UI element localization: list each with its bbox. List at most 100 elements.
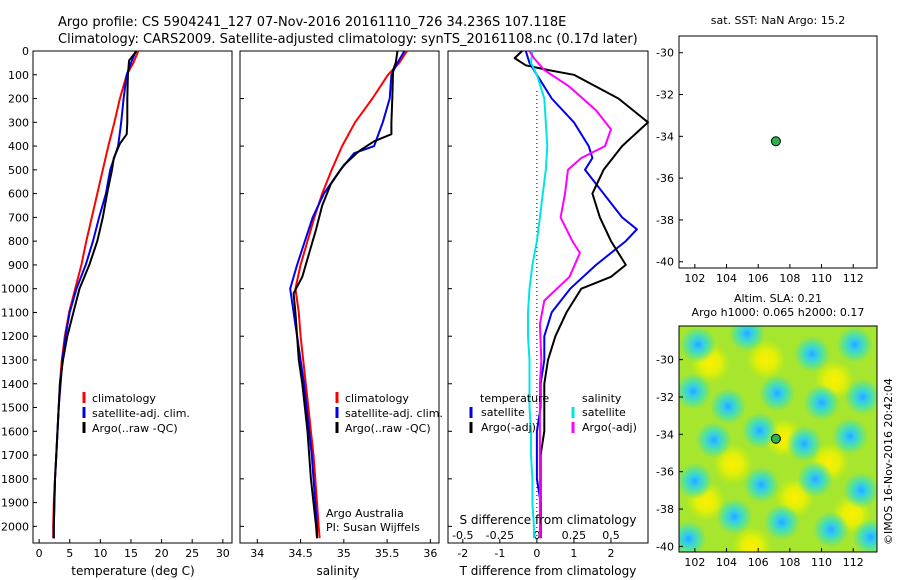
map-frame xyxy=(678,325,878,553)
y-tick-label: 500 xyxy=(8,164,29,177)
y-tick-label: 1300 xyxy=(1,354,29,367)
salinity-xlabel: salinity xyxy=(316,564,359,578)
x-tick-label: 36 xyxy=(423,547,437,560)
cold-eddy xyxy=(786,425,823,462)
series-line-argo-raw-qc- xyxy=(52,50,138,539)
sst-map-panel: 102 104 106 108 110 112 -30 -32 -34 -36 -38 -40 xyxy=(656,35,878,285)
cold-eddy xyxy=(813,511,850,548)
temperature-legend: climatology satellite-adj. clim. Argo(..… xyxy=(82,392,190,435)
sla-map-title-1: Altim. SLA: 0.21 xyxy=(734,292,822,305)
x-tick-label: 34 xyxy=(250,547,264,560)
x-tick-label: 112 xyxy=(843,556,864,569)
x-tick-label: -1 xyxy=(494,547,505,560)
y-tick-label: 200 xyxy=(8,93,29,106)
cold-eddy xyxy=(797,461,834,498)
argo-float-marker xyxy=(770,433,781,444)
legend-label-argo: Argo(..raw -QC) xyxy=(92,422,178,435)
cold-eddy xyxy=(679,520,707,552)
y-tick-label: -38 xyxy=(656,503,674,516)
salinity-profile-panel: 34 34.5 35 35.5 36 xyxy=(239,50,440,560)
y-tick-label: 1100 xyxy=(1,306,29,319)
x-tick-label: 10 xyxy=(93,547,107,560)
legend-label-satellite: satellite-adj. clim. xyxy=(345,407,443,420)
legend-label-argo: Argo(..raw -QC) xyxy=(345,422,431,435)
y-tick-label: -30 xyxy=(656,47,674,60)
x-tick-label: 112 xyxy=(843,272,864,285)
y-tick-label: -40 xyxy=(656,540,674,553)
y-tick-label: -32 xyxy=(656,391,674,404)
imos-watermark: ©IMOS 16-Nov-2016 20:42:04 xyxy=(882,378,895,545)
sla-heatmap xyxy=(679,326,877,552)
argo-float-marker xyxy=(770,136,781,147)
y-tick-label: 900 xyxy=(8,259,29,272)
x-tick-label: 110 xyxy=(811,556,832,569)
legend-title-temperature: temperature xyxy=(480,392,549,405)
y-tick-label: 600 xyxy=(8,188,29,201)
y-tick-label: 1800 xyxy=(1,473,29,486)
cold-eddy xyxy=(852,519,877,552)
y-tick-label: 1900 xyxy=(1,497,29,510)
x-tick-label: 0 xyxy=(36,547,43,560)
x-tick-label: 110 xyxy=(811,272,832,285)
x2-tick-label: 0.25 xyxy=(562,529,587,542)
cold-eddy xyxy=(843,472,877,509)
series-line-argo-raw-qc- xyxy=(292,50,399,539)
legend-title-salinity: salinity xyxy=(582,392,622,405)
y-tick-label: -30 xyxy=(656,354,674,367)
x-tick-label: 108 xyxy=(779,556,800,569)
cold-eddy xyxy=(741,412,778,449)
pi-annotation: PI: Susan Wijffels xyxy=(326,521,420,534)
legend-label-satellite: satellite-adj. clim. xyxy=(92,407,190,420)
cold-eddy xyxy=(716,498,753,535)
x-tick-label: 2 xyxy=(607,547,614,560)
series-line-salinity-argo-adj- xyxy=(528,50,612,539)
sst-map-title: sat. SST: NaN Argo: 15.2 xyxy=(711,14,845,27)
argo-australia-annotation: Argo Australia xyxy=(326,507,404,520)
y-tick-label: -36 xyxy=(656,172,674,185)
x-tick-label: 104 xyxy=(716,556,737,569)
y-tick-label: 1500 xyxy=(1,402,29,415)
y-tick-label: -34 xyxy=(656,428,674,441)
y-tick-label: 400 xyxy=(8,140,29,153)
y-tick-label: -32 xyxy=(656,89,674,102)
x-tick-label: 20 xyxy=(155,547,169,560)
x-tick-label: 35.5 xyxy=(375,547,400,560)
temperature-xlabel: temperature (deg C) xyxy=(71,564,194,578)
t-diff-xlabel: T difference from climatology xyxy=(459,564,637,578)
cold-eddy xyxy=(763,504,800,541)
y-tick-label: 100 xyxy=(8,69,29,82)
legend-label-t-argo: Argo(-adj) xyxy=(481,421,536,434)
cold-eddy xyxy=(759,375,796,412)
x-tick-label: 102 xyxy=(684,556,705,569)
y-tick-label: 1200 xyxy=(1,330,29,343)
header-line-2: Climatology: CARS2009. Satellite-adjuste… xyxy=(58,32,638,47)
y-tick-label: 1400 xyxy=(1,378,29,391)
cold-eddy xyxy=(743,466,780,503)
cold-eddy xyxy=(844,378,877,415)
s-diff-xlabel: S difference from climatology xyxy=(460,513,637,527)
x-tick-label: 102 xyxy=(684,272,705,285)
x-tick-label: 1 xyxy=(570,547,577,560)
y-tick-label: 0 xyxy=(22,45,29,58)
cold-eddy xyxy=(729,326,766,352)
y-tick-label: -34 xyxy=(656,130,674,143)
x-tick-label: 104 xyxy=(716,272,737,285)
x-tick-label: 34.5 xyxy=(288,547,313,560)
x-tick-label: 106 xyxy=(748,272,769,285)
y-tick-label: 700 xyxy=(8,211,29,224)
x-tick-label: -2 xyxy=(457,547,468,560)
cold-eddy xyxy=(679,373,712,410)
y-tick-label: 2000 xyxy=(1,520,29,533)
temperature-profile-panel: 0100200300400500600700800900100011001200… xyxy=(1,45,233,560)
x-tick-label: 30 xyxy=(216,547,230,560)
map-frame xyxy=(678,35,878,269)
plot-frame xyxy=(239,50,440,544)
y-tick-label: 1000 xyxy=(1,283,29,296)
series-line-satellite-adj-clim- xyxy=(289,50,406,539)
cold-eddy xyxy=(832,418,869,455)
sla-map-panel: 102 104 106 108 110 112 -30 -32 -34 -36 -38 -40 xyxy=(656,325,878,569)
y-tick-label: 300 xyxy=(8,116,29,129)
cold-eddy xyxy=(679,463,713,500)
